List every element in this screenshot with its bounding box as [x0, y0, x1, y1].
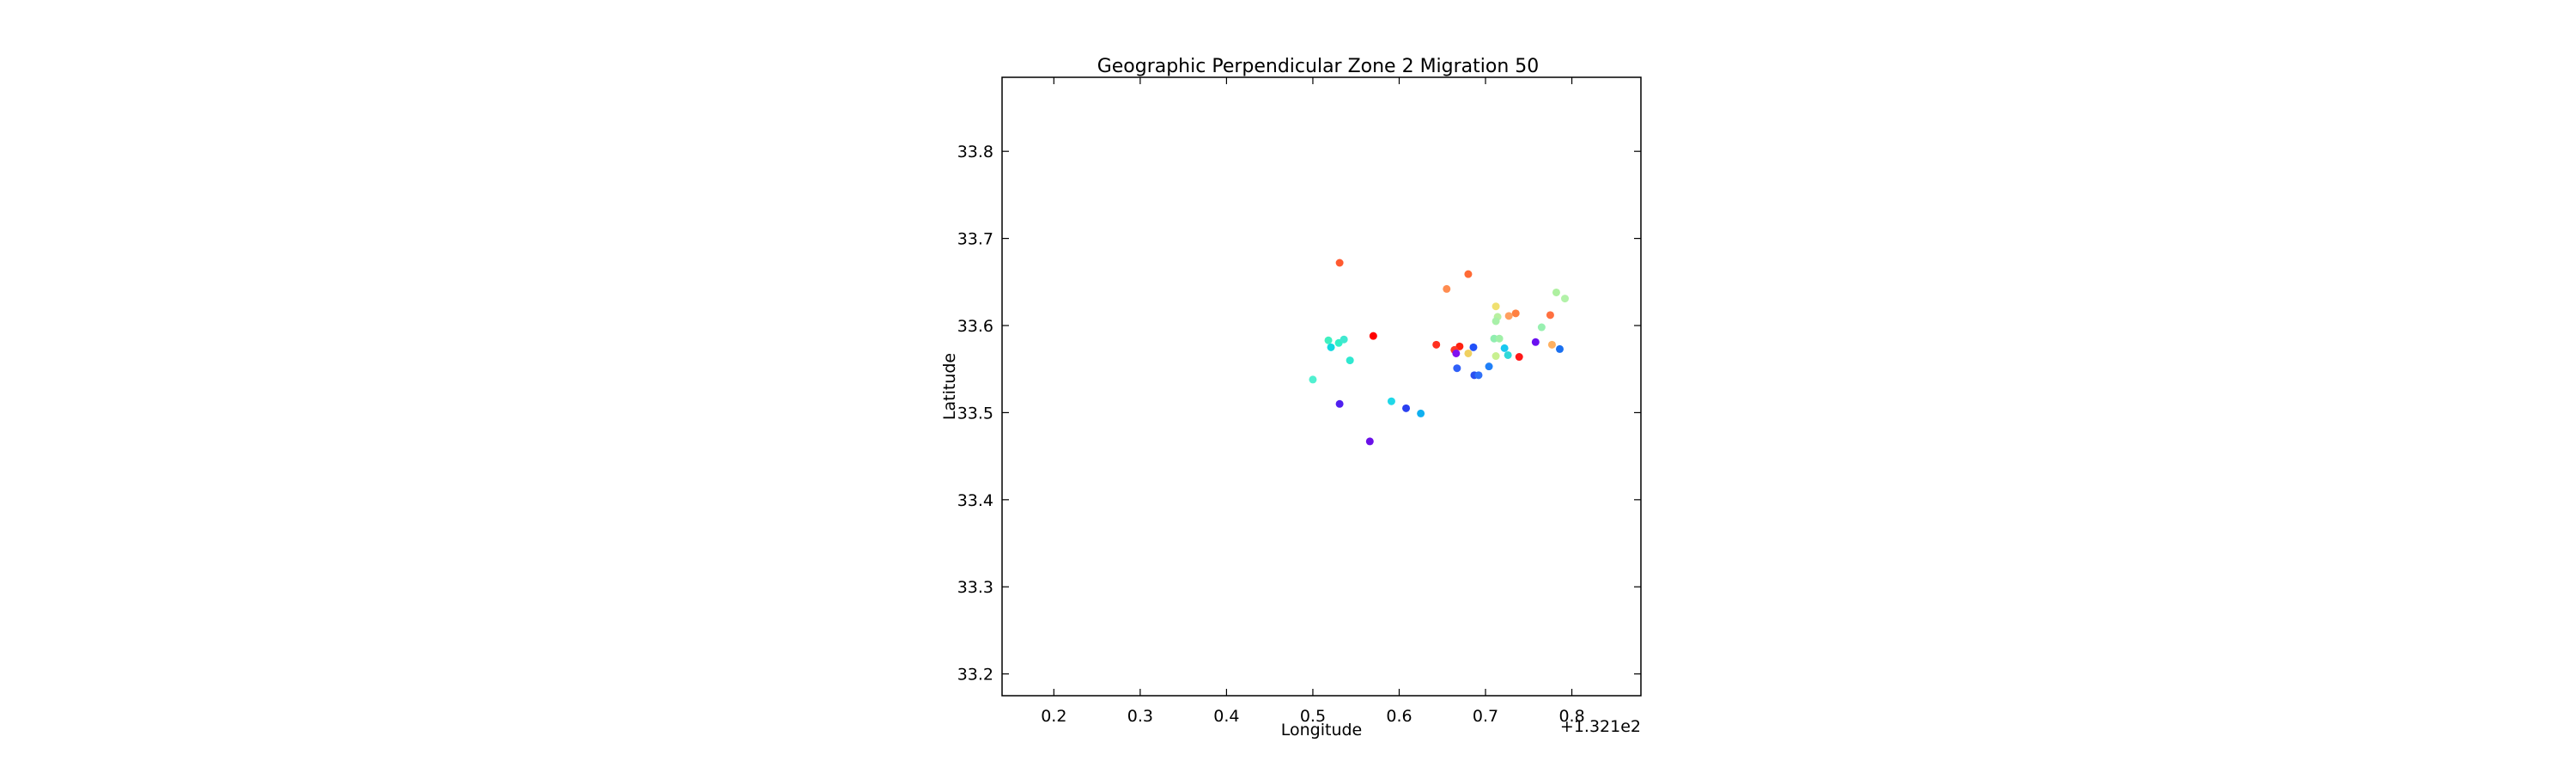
scatter-point — [1495, 334, 1504, 343]
scatter-point — [1324, 336, 1333, 344]
x-tick-label: 0.6 — [1386, 707, 1412, 726]
scatter-point — [1492, 302, 1500, 311]
scatter-point — [1432, 340, 1441, 349]
x-axis: 0.2 0.3 0.4 0.5 0.6 0.7 0.8 — [1041, 77, 1585, 726]
y-tick-label: 33.2 — [957, 666, 993, 685]
scatter-point — [1546, 311, 1554, 320]
data-points — [1309, 259, 1570, 446]
scatter-point — [1452, 349, 1461, 357]
scatter-point — [1547, 340, 1556, 349]
y-tick-label: 33.6 — [957, 317, 993, 336]
x-axis-label: Longitude — [1281, 721, 1363, 740]
scatter-point — [1309, 375, 1317, 384]
y-tick-label: 33.8 — [957, 143, 993, 161]
y-tick-label: 33.4 — [957, 491, 993, 510]
scatter-point — [1531, 338, 1540, 346]
y-axis-label: Latitude — [940, 353, 959, 420]
scatter-point — [1500, 344, 1509, 352]
scatter-point — [1387, 397, 1395, 405]
scatter-point — [1469, 343, 1478, 351]
chart-title: Geographic Perpendicular Zone 2 Migratio… — [1097, 56, 1540, 77]
y-tick-label: 33.5 — [957, 404, 993, 423]
scatter-point — [1504, 350, 1512, 359]
scatter-point — [1464, 349, 1473, 357]
scatter-point — [1369, 332, 1377, 340]
scatter-point — [1511, 309, 1520, 318]
scatter-point — [1417, 409, 1425, 417]
x-tick-label: 0.8 — [1558, 707, 1584, 726]
x-tick-label: 0.7 — [1473, 707, 1498, 726]
x-tick-label: 0.2 — [1041, 707, 1066, 726]
x-axis-offset-text: +1.321e2 — [1560, 717, 1641, 736]
scatter-point — [1335, 259, 1344, 267]
scatter-point — [1402, 404, 1411, 412]
x-tick-label: 0.3 — [1127, 707, 1153, 726]
y-tick-label: 33.7 — [957, 230, 993, 249]
scatter-point — [1492, 317, 1500, 326]
scatter-point — [1335, 399, 1344, 408]
scatter-point — [1552, 288, 1560, 296]
x-tick-label: 0.4 — [1213, 707, 1239, 726]
scatter-point — [1515, 353, 1523, 362]
scatter-point — [1492, 352, 1500, 361]
scatter-point — [1443, 284, 1451, 293]
scatter-point — [1485, 362, 1493, 371]
x-tick-label: 0.5 — [1300, 707, 1326, 726]
scatter-point — [1453, 364, 1461, 373]
y-tick-label: 33.3 — [957, 578, 993, 597]
scatter-point — [1537, 323, 1546, 332]
scatter-point — [1464, 270, 1473, 278]
scatter-point — [1561, 295, 1570, 303]
scatter-point — [1340, 335, 1348, 344]
scatter-point — [1555, 344, 1564, 353]
scatter-point — [1327, 343, 1335, 351]
scatter-point — [1504, 312, 1513, 320]
scatter-point — [1346, 356, 1354, 365]
y-axis: 33.2 33.3 33.4 33.5 33.6 33.7 33.8 — [957, 143, 1641, 685]
scatter-point — [1474, 371, 1483, 380]
scatter-point — [1365, 437, 1374, 446]
plot-area — [1001, 76, 1642, 697]
